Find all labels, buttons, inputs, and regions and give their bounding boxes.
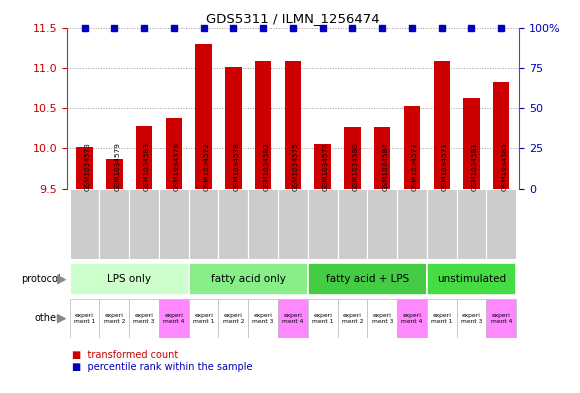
Bar [456,299,487,338]
Bar [345,127,361,393]
Bar [308,189,338,259]
Text: GSM1034571: GSM1034571 [442,142,448,191]
Bar [367,189,397,259]
Bar [188,263,308,295]
Bar [129,299,159,338]
Bar [367,299,397,338]
Title: GDS5311 / ILMN_1256474: GDS5311 / ILMN_1256474 [206,12,380,25]
Text: experi
ment 1: experi ment 1 [74,313,95,324]
Bar [456,189,487,259]
Text: GSM1034580: GSM1034580 [353,142,358,191]
Bar [136,126,153,393]
Text: LPS only: LPS only [107,274,151,284]
Bar [99,299,129,338]
Bar [248,299,278,338]
Bar [314,144,331,393]
Text: experi
ment 2: experi ment 2 [342,313,363,324]
Bar [106,159,122,393]
Bar [159,189,188,259]
Text: GSM1034579: GSM1034579 [114,142,120,191]
Text: GSM1034575: GSM1034575 [293,142,299,191]
Bar [278,189,308,259]
Bar [188,299,219,338]
Bar [70,189,99,259]
Bar [493,82,509,393]
Bar [219,299,248,338]
Bar [159,299,188,338]
Bar [278,299,308,338]
Bar [487,189,516,259]
Bar [99,189,129,259]
Text: experi
ment 1: experi ment 1 [431,313,452,324]
Text: experi
ment 3: experi ment 3 [372,313,393,324]
Bar [248,189,278,259]
Bar [427,263,516,295]
Bar [255,61,271,393]
Text: experi
ment 2: experi ment 2 [104,313,125,324]
Bar [404,107,420,393]
Bar [225,67,241,393]
Bar [374,127,390,393]
Bar [70,263,188,295]
Bar [285,61,301,393]
Text: other: other [35,313,61,323]
Bar [433,61,450,393]
Text: GSM1034585: GSM1034585 [501,142,508,191]
Text: experi
ment 4: experi ment 4 [163,313,184,324]
Text: fatty acid only: fatty acid only [211,274,286,284]
Bar [166,118,182,393]
Text: GSM1034576: GSM1034576 [174,142,180,191]
Text: GSM1034583: GSM1034583 [144,142,150,191]
Text: GSM1034584: GSM1034584 [382,142,388,191]
Text: protocol: protocol [21,274,61,284]
Bar [129,189,159,259]
Bar [70,299,99,338]
Bar [427,299,456,338]
Text: unstimulated: unstimulated [437,274,506,284]
Bar [338,189,367,259]
Text: experi
ment 3: experi ment 3 [133,313,155,324]
Text: GSM1034578: GSM1034578 [233,142,240,191]
Bar [308,299,338,338]
Bar [397,189,427,259]
Text: fatty acid + LPS: fatty acid + LPS [326,274,409,284]
Bar [338,299,367,338]
Text: GSM1034582: GSM1034582 [263,142,269,191]
Text: ■  percentile rank within the sample: ■ percentile rank within the sample [72,362,253,373]
Text: experi
ment 4: experi ment 4 [282,313,303,324]
Bar [219,189,248,259]
Text: GSM1034573: GSM1034573 [85,142,90,191]
Bar [188,189,219,259]
Text: GSM1034572: GSM1034572 [204,142,209,191]
Text: experi
ment 4: experi ment 4 [401,313,423,324]
Bar [397,299,427,338]
Text: experi
ment 3: experi ment 3 [461,313,482,324]
Text: experi
ment 1: experi ment 1 [312,313,334,324]
Text: experi
ment 2: experi ment 2 [223,313,244,324]
Text: experi
ment 1: experi ment 1 [193,313,215,324]
Text: experi
ment 3: experi ment 3 [252,313,274,324]
Bar [487,299,516,338]
Bar [427,189,456,259]
Bar [195,44,212,393]
Bar [77,147,93,393]
Text: GSM1034577: GSM1034577 [412,142,418,191]
Text: GSM1034581: GSM1034581 [472,142,477,191]
Text: experi
ment 4: experi ment 4 [491,313,512,324]
Text: GSM1034574: GSM1034574 [322,142,329,191]
Bar [308,263,427,295]
Bar [463,97,480,393]
Text: ■  transformed count: ■ transformed count [72,350,179,360]
Text: ▶: ▶ [56,312,66,325]
Text: ▶: ▶ [56,272,66,286]
